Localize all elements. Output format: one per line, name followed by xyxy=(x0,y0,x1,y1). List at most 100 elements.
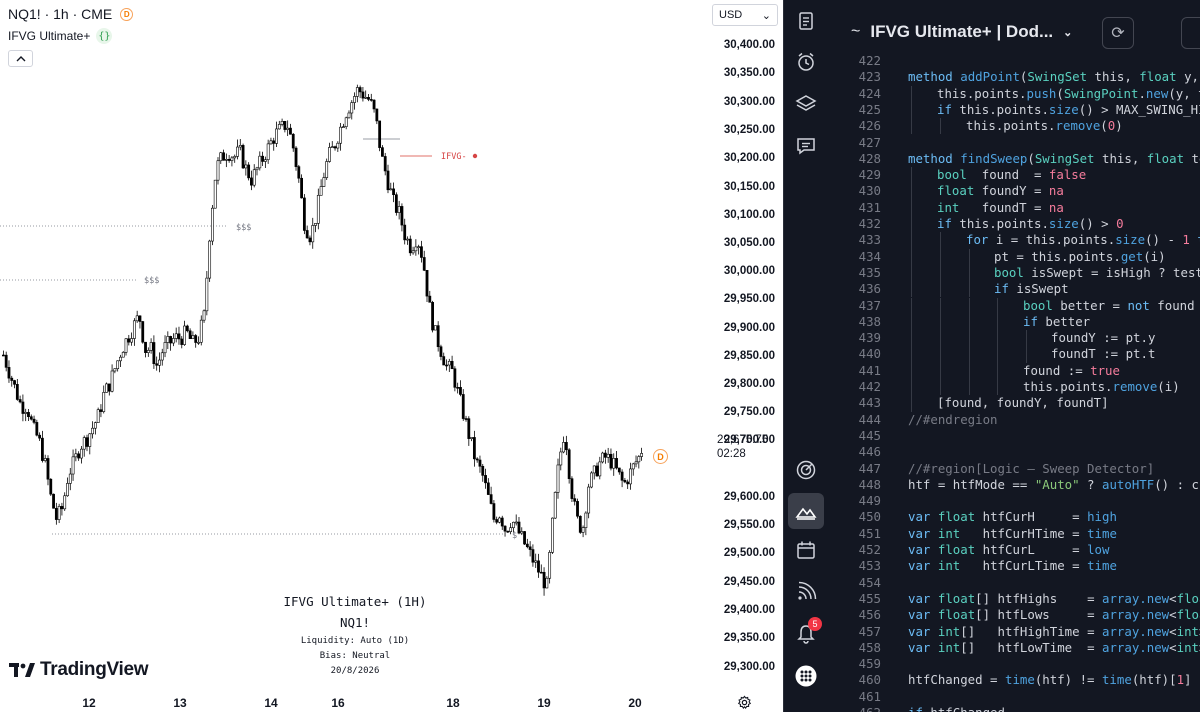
indent-guide xyxy=(911,118,912,135)
code-line[interactable]: 445 xyxy=(827,428,1200,444)
code-line[interactable]: 459 xyxy=(827,656,1200,672)
code-line[interactable]: 422 xyxy=(827,53,1200,69)
line-number: 436 xyxy=(858,281,881,297)
code-line[interactable]: 457 var int[] htfHighTime = array.new<int… xyxy=(827,624,1200,640)
code-line[interactable]: 442 this.points.remove(i) xyxy=(827,379,1200,396)
candle xyxy=(350,100,354,120)
indent-guide xyxy=(969,330,970,347)
sidebar-button-chat[interactable] xyxy=(788,128,824,164)
candle xyxy=(545,576,549,589)
code-line[interactable]: 435 bool isSwept = isHigh ? testF xyxy=(827,264,1200,282)
code-line[interactable]: 453 var int htfCurLTime = time xyxy=(827,558,1200,574)
code-line[interactable]: 423 method addPoint(SwingSet this, float … xyxy=(827,69,1200,85)
code-line[interactable]: 438 if better xyxy=(827,313,1200,331)
candle xyxy=(551,517,554,555)
sidebar-button-alarm-clock[interactable] xyxy=(788,44,824,80)
sidebar-button-apps-grid[interactable] xyxy=(788,658,824,694)
tradingview-logo[interactable]: TradingView xyxy=(9,659,149,681)
indent-guide xyxy=(997,362,998,379)
source-code-icon[interactable]: {} xyxy=(96,28,113,44)
code-line[interactable]: 434 pt = this.points.get(i) xyxy=(827,248,1200,265)
sidebar-button-pine-editor[interactable] xyxy=(788,493,824,529)
delayed-data-badge[interactable]: D xyxy=(120,7,134,21)
code-line[interactable]: 437 bool better = not found o xyxy=(827,297,1200,314)
code-line[interactable]: 429 bool found = false xyxy=(827,167,1200,184)
code-line[interactable]: 433 for i = this.points.size() - 1 to xyxy=(827,232,1200,249)
candle xyxy=(222,149,225,161)
candle xyxy=(99,404,103,418)
candle xyxy=(478,455,482,473)
code-text: bool isSwept = isHigh ? testF xyxy=(994,264,1200,280)
sidebar-button-broadcast[interactable] xyxy=(788,574,824,610)
code-line[interactable]: 427 xyxy=(827,135,1200,151)
line-number: 440 xyxy=(858,346,881,362)
code-line[interactable]: 444 //#endregion xyxy=(827,412,1200,428)
code-line[interactable]: 446 xyxy=(827,444,1200,460)
candle xyxy=(425,270,429,303)
price-chart[interactable]: 30,400.00 30,350.00 30,300.00 30,250.00 30,2… xyxy=(0,0,783,712)
code-line[interactable]: 426 this.points.remove(0) xyxy=(827,118,1200,135)
code-line[interactable]: 456 var float[] htfLows = array.new<float xyxy=(827,607,1200,623)
candle xyxy=(191,331,195,339)
y-tick-label: 30,000.00 xyxy=(724,265,775,277)
code-line[interactable]: 430 float foundY = na xyxy=(827,183,1200,200)
code-line[interactable]: 428 method findSweep(SwingSet this, float… xyxy=(827,151,1200,167)
code-line[interactable]: 447 //#region[Logic — Sweep Detector] xyxy=(827,461,1200,477)
chart-settings-gear-icon[interactable] xyxy=(736,694,752,710)
candle xyxy=(481,463,485,482)
indicator-legend[interactable]: IFVG Ultimate+ {} xyxy=(8,28,113,44)
chart-pane[interactable]: 30,400.00 30,350.00 30,300.00 30,250.00 30,2… xyxy=(0,0,783,712)
code-line[interactable]: 460 htfChanged = time(htf) != time(htf)[1… xyxy=(827,672,1200,688)
code-line[interactable]: 440 foundT := pt.t xyxy=(827,346,1200,363)
code-line[interactable]: 448 htf = htfMode == "Auto" ? autoHTF() :… xyxy=(827,477,1200,493)
code-line[interactable]: 455 var float[] htfHighs = array.new<floa… xyxy=(827,591,1200,607)
sidebar-button-calendar[interactable] xyxy=(788,532,824,568)
code-line[interactable]: 441 found := true xyxy=(827,362,1200,379)
pine-editor-panel[interactable]: ~ IFVG Ultimate+ | Dod... ⌄ ⟳ 422 423 meth… xyxy=(827,0,1200,712)
code-line[interactable]: 462 if htfChanged xyxy=(827,705,1200,712)
candle xyxy=(183,320,186,346)
code-line[interactable]: 452 var float htfCurL = low xyxy=(827,542,1200,558)
sidebar-button-layers[interactable] xyxy=(788,86,824,122)
indent-guide xyxy=(969,379,970,396)
code-line[interactable]: 439 foundY := pt.y xyxy=(827,330,1200,347)
code-line[interactable]: 461 xyxy=(827,689,1200,705)
code-line[interactable]: 449 xyxy=(827,493,1200,509)
dividend-marker[interactable]: D xyxy=(653,449,668,464)
refresh-button[interactable]: ⟳ xyxy=(1102,17,1134,49)
candle xyxy=(185,324,189,333)
code-line[interactable]: 454 xyxy=(827,575,1200,591)
code-line[interactable]: 425 if this.points.size() > MAX_SWING_HIS xyxy=(827,101,1200,119)
more-button[interactable] xyxy=(1181,17,1200,49)
code-line[interactable]: 451 var int htfCurHTime = time xyxy=(827,526,1200,542)
pine-squiggle-icon: ~ xyxy=(851,23,861,40)
candle xyxy=(18,395,22,404)
candle xyxy=(91,421,94,439)
code-line[interactable]: 431 int foundT = na xyxy=(827,199,1200,216)
y-tick-label: 29,500.00 xyxy=(724,547,775,559)
symbol-header[interactable]: NQ1! · 1h · CME D xyxy=(8,6,134,22)
code-text: htf = htfMode == "Auto" ? autoHTF() : cu… xyxy=(908,476,1200,492)
candle xyxy=(286,120,290,137)
sidebar-button-notes[interactable] xyxy=(788,3,824,39)
candle xyxy=(244,160,248,176)
line-number: 443 xyxy=(858,395,881,411)
sidebar-button-bell[interactable]: 5 xyxy=(788,616,824,652)
code-line[interactable]: 424 this.points.push(SwingPoint.new(y, t) xyxy=(827,85,1200,102)
symbol-label[interactable]: NQ1! · 1h · CME xyxy=(8,6,113,22)
code-line[interactable]: 458 var int[] htfLowTime = array.new<int>… xyxy=(827,640,1200,656)
candle xyxy=(355,84,359,103)
candle xyxy=(236,139,239,160)
code-line[interactable]: 436 if isSwept xyxy=(827,281,1200,298)
sidebar-button-target[interactable] xyxy=(788,452,824,488)
script-title-dropdown[interactable]: ~ IFVG Ultimate+ | Dod... ⌄ xyxy=(851,22,1072,42)
code-line[interactable]: 443 [found, foundY, foundT] xyxy=(827,395,1200,412)
candle xyxy=(258,151,262,171)
collapse-legend-button[interactable] xyxy=(8,50,33,67)
code-line[interactable]: 432 if this.points.size() > 0 xyxy=(827,216,1200,233)
currency-select[interactable]: USD ⌄ xyxy=(712,4,778,26)
indent-guide xyxy=(940,379,941,396)
y-tick-label: 29,800.00 xyxy=(724,378,775,390)
indicator-name[interactable]: IFVG Ultimate+ xyxy=(8,29,91,43)
code-line[interactable]: 450 var float htfCurH = high xyxy=(827,509,1200,525)
